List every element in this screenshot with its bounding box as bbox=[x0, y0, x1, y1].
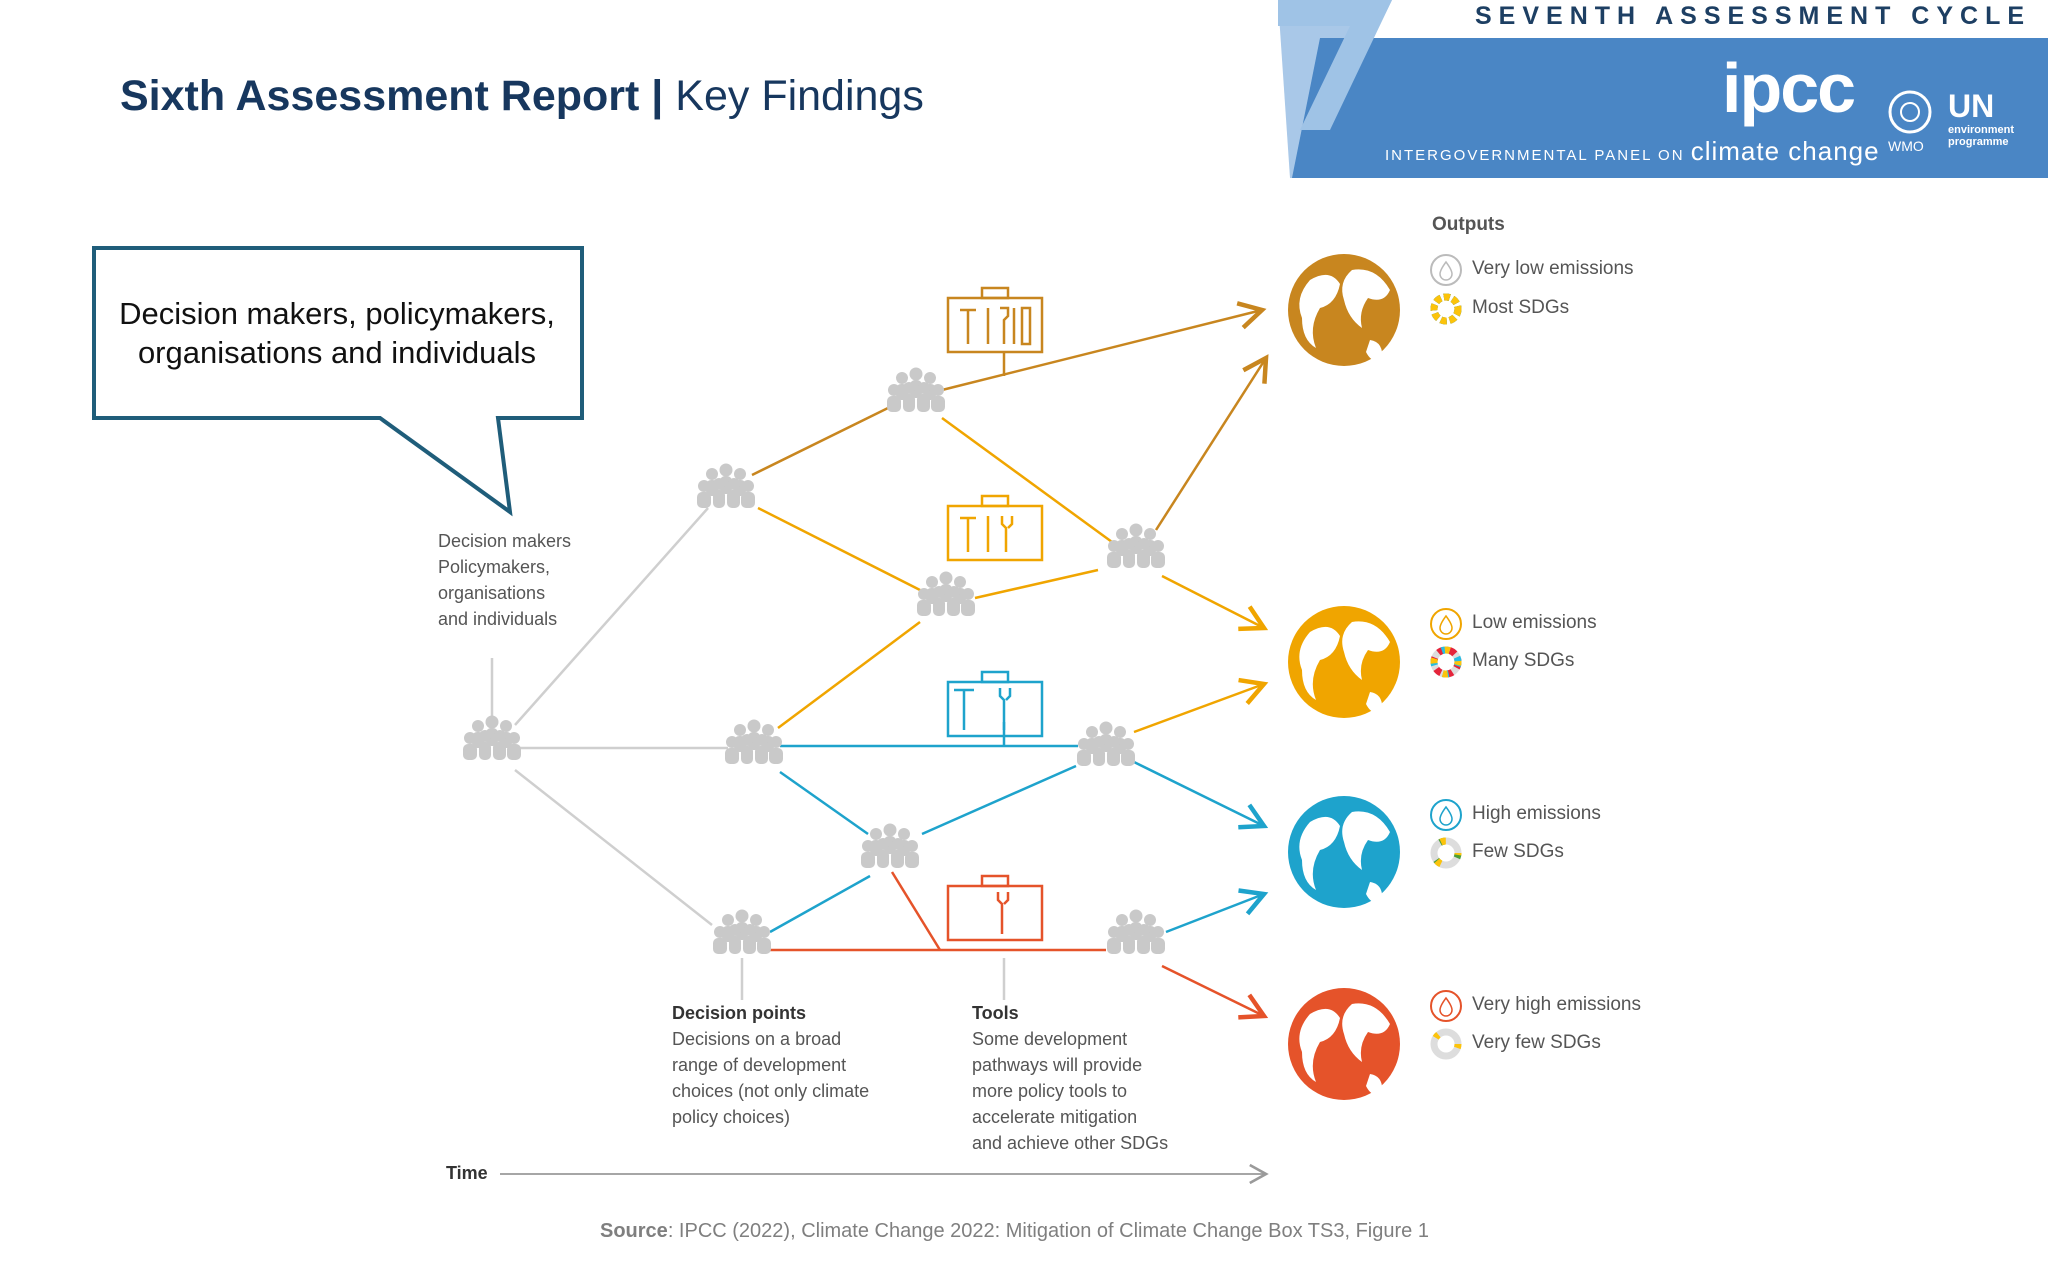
toolbox-yellow-icon bbox=[946, 494, 1044, 562]
title-bold: Sixth Assessment Report | bbox=[120, 72, 664, 120]
legend-most-sdgs: Most SDGs bbox=[1472, 297, 1570, 318]
outputs-title: Outputs bbox=[1432, 214, 1505, 235]
tools-line-1: Some development bbox=[972, 1029, 1128, 1049]
ipcc-full-name: INTERGOVERNMENTAL PANEL ON climate chang… bbox=[1385, 136, 1880, 167]
sdg-wheel-most-icon bbox=[1430, 293, 1462, 325]
legend-very-high-emissions: Very high emissions bbox=[1472, 994, 1641, 1015]
source-text: : IPCC (2022), Climate Change 2022: Miti… bbox=[667, 1220, 1429, 1242]
drop-very-high-icon bbox=[1430, 990, 1462, 1022]
wmo-logo: WMO bbox=[1888, 138, 1924, 154]
tools-line-3: more policy tools to bbox=[972, 1081, 1128, 1101]
people-node-h bbox=[713, 909, 771, 954]
people-node-c bbox=[917, 571, 975, 616]
legend-very-few-sdgs: Very few SDGs bbox=[1472, 1032, 1601, 1053]
org-suffix: climate change bbox=[1690, 136, 1880, 166]
tools-line-5: and achieve other SDGs bbox=[972, 1133, 1169, 1153]
org-prefix: INTERGOVERNMENTAL PANEL ON bbox=[1385, 147, 1691, 164]
people-node-f bbox=[1077, 721, 1135, 766]
toolbox-red-icon bbox=[946, 874, 1044, 942]
source-citation: Source: IPCC (2022), Climate Change 2022… bbox=[600, 1220, 1429, 1243]
globe-very-low-icon bbox=[1288, 254, 1400, 366]
decision-points-line-3: choices (not only climate bbox=[672, 1081, 870, 1101]
source-label: Source bbox=[600, 1220, 668, 1242]
decision-points-line-1: Decisions on a broad bbox=[672, 1029, 842, 1049]
sdg-wheel-many-icon bbox=[1430, 646, 1462, 678]
drop-high-icon bbox=[1430, 799, 1462, 831]
tools-title: Tools bbox=[972, 1003, 1019, 1023]
decision-points-line-2: range of development bbox=[672, 1055, 847, 1075]
actors-line-4: and individuals bbox=[438, 609, 558, 629]
tools-line-2: pathways will provide bbox=[972, 1055, 1143, 1075]
sdg-wheel-very-few-icon bbox=[1430, 1028, 1462, 1060]
unep-subtitle: environment programme bbox=[1948, 124, 2014, 148]
globe-low-icon bbox=[1288, 606, 1400, 718]
callout-text: Decision makers, policymakers, organisat… bbox=[119, 296, 555, 370]
globe-high-icon bbox=[1288, 796, 1400, 908]
tools-line-4: accelerate mitigation bbox=[972, 1107, 1138, 1127]
actors-line-3: organisations bbox=[438, 583, 546, 603]
people-node-e bbox=[725, 719, 783, 764]
drop-very-low-icon bbox=[1430, 254, 1462, 286]
time-axis-label: Time bbox=[446, 1163, 488, 1183]
people-node-a bbox=[697, 463, 755, 508]
people-node-g bbox=[861, 823, 919, 868]
people-node-start bbox=[463, 715, 521, 760]
toolbox-brown-icon bbox=[946, 286, 1044, 354]
globe-very-high-icon bbox=[1288, 988, 1400, 1100]
unep-logo: UN bbox=[1948, 88, 1995, 124]
callout-bubble bbox=[92, 246, 584, 517]
legend-many-sdgs: Many SDGs bbox=[1472, 650, 1575, 671]
toolbox-cyan-icon bbox=[946, 670, 1044, 738]
tools-label: Tools Some development pathways will pro… bbox=[972, 1000, 1168, 1156]
drop-low-icon bbox=[1430, 608, 1462, 640]
legend-high-emissions: High emissions bbox=[1472, 803, 1601, 824]
legend-low-emissions: Low emissions bbox=[1472, 612, 1597, 633]
assessment-cycle-label: SEVENTH ASSESSMENT CYCLE bbox=[1475, 2, 2032, 30]
people-node-i bbox=[1107, 909, 1165, 954]
ipcc-logo: ipcc bbox=[1722, 49, 1856, 127]
legend-few-sdgs: Few SDGs bbox=[1472, 841, 1564, 862]
page-title: Sixth Assessment Report | Key Findings bbox=[120, 72, 924, 121]
unep-sub-2: programme bbox=[1948, 136, 2009, 148]
actors-label: Decision makers Policymakers, organisati… bbox=[438, 528, 571, 632]
decision-points-label: Decision points Decisions on a broad ran… bbox=[672, 1000, 869, 1130]
sdg-wheel-few-icon bbox=[1430, 837, 1462, 869]
actors-line-1: Decision makers bbox=[438, 531, 572, 551]
people-node-b bbox=[887, 367, 945, 412]
decision-points-line-4: policy choices) bbox=[672, 1107, 791, 1127]
actors-line-2: Policymakers, bbox=[438, 557, 551, 577]
legend-very-low-emissions: Very low emissions bbox=[1472, 258, 1634, 279]
decision-points-title: Decision points bbox=[672, 1003, 807, 1023]
title-regular: Key Findings bbox=[663, 72, 924, 120]
unep-sub-1: environment bbox=[1948, 124, 2015, 136]
